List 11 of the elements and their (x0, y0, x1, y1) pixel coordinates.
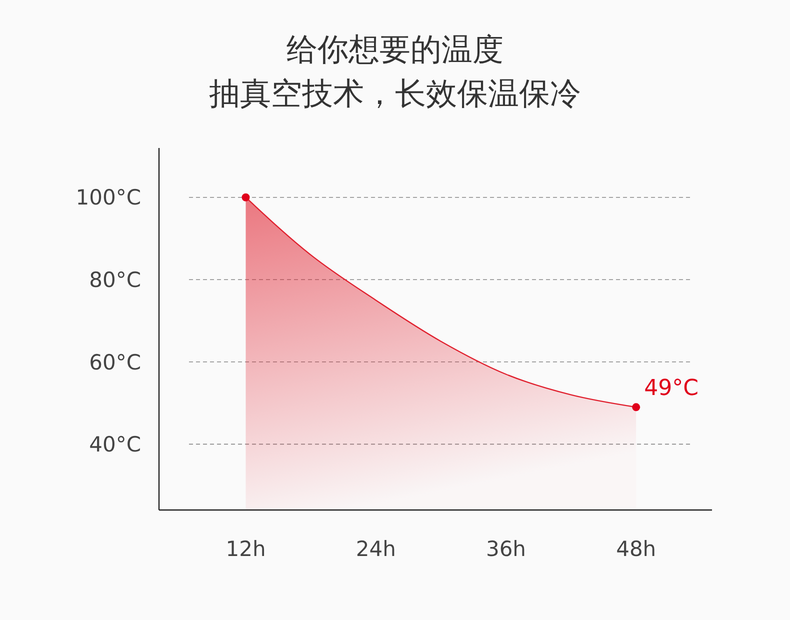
chart-title: 给你想要的温度 (286, 32, 504, 68)
chart-subtitle: 抽真空技术，长效保温保冷 (209, 76, 581, 112)
data-label: 49°C (644, 376, 698, 402)
y-tick-label: 40°C (89, 432, 141, 457)
y-tick-label: 80°C (89, 268, 141, 292)
x-tick-label: 24h (356, 537, 396, 561)
y-tick-label: 100°C (76, 186, 141, 210)
x-tick-label: 12h (226, 537, 266, 561)
x-tick-label: 36h (486, 537, 526, 561)
y-tick-label: 60°C (89, 350, 141, 374)
x-tick-label: 48h (616, 537, 656, 561)
